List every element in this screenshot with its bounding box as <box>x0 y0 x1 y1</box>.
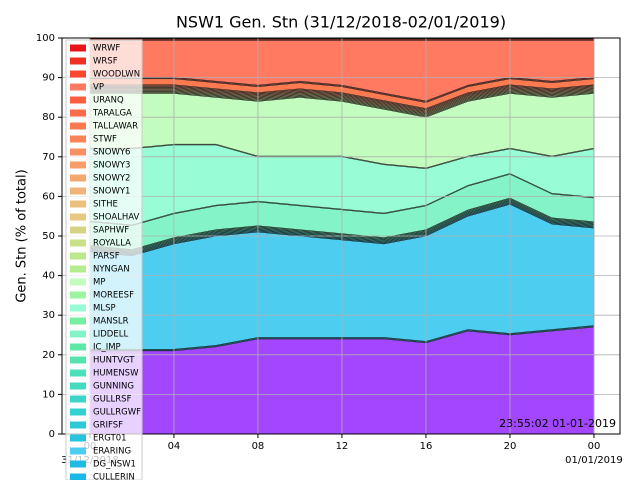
legend-swatch <box>70 135 86 143</box>
y-axis-label: Gen. Stn (% of total) <box>15 169 30 302</box>
legend-label: SNOWY2 <box>93 174 130 184</box>
legend-swatch <box>70 161 86 169</box>
y-tick-label: 50 <box>42 231 55 242</box>
legend-label: NYNGAN <box>93 265 130 275</box>
legend-swatch <box>70 239 86 247</box>
y-tick-label: 20 <box>42 350 55 361</box>
legend-label: ERGT01 <box>93 434 127 444</box>
legend-swatch <box>70 473 86 480</box>
legend-label: GRIFSF <box>93 421 123 431</box>
y-tick-label: 40 <box>42 271 55 282</box>
legend-swatch <box>70 96 86 104</box>
legend-swatch <box>70 408 86 416</box>
legend-swatch <box>70 434 86 442</box>
legend-swatch <box>70 330 86 338</box>
legend-label: MANSLR <box>93 317 129 327</box>
legend-label: TARALGA <box>92 109 132 119</box>
legend-swatch <box>70 447 86 455</box>
legend-swatch <box>70 213 86 221</box>
legend-swatch <box>70 252 86 260</box>
legend-swatch <box>70 278 86 286</box>
legend-label: SITHE <box>93 200 118 210</box>
legend-label: MLSP <box>93 304 116 314</box>
legend-label: SNOWY6 <box>93 148 130 158</box>
legend-label: ERARING <box>93 447 131 457</box>
x-tick-label: 16 <box>420 441 433 452</box>
legend-label: HUNTVGT <box>93 356 135 366</box>
y-tick-label: 70 <box>42 152 55 163</box>
x-tick-label: 20 <box>504 441 517 452</box>
legend-label: WOODLWN <box>93 70 140 80</box>
legend-swatch <box>70 57 86 65</box>
timestamp: 23:55:02 01-01-2019 <box>499 417 616 430</box>
date-label: 01/01/2019 <box>565 455 623 466</box>
legend-swatch <box>70 83 86 91</box>
legend-label: LIDDELL <box>93 330 128 340</box>
chart-title: NSW1 Gen. Stn (31/12/2018-02/01/2019) <box>176 13 506 32</box>
legend-swatch <box>70 460 86 468</box>
legend-swatch <box>70 70 86 78</box>
legend-label: WRWF <box>93 44 120 54</box>
legend-label: WRSF <box>93 57 118 67</box>
legend-label: URANQ <box>93 96 124 106</box>
legend-swatch <box>70 187 86 195</box>
y-tick-label: 0 <box>49 429 55 440</box>
legend-label: MOREESF <box>93 291 134 301</box>
legend-label: GULLRSF <box>93 395 132 405</box>
y-tick-label: 30 <box>42 310 55 321</box>
x-tick-label: 12 <box>336 441 349 452</box>
legend-swatch <box>70 343 86 351</box>
legend-swatch <box>70 122 86 130</box>
x-tick-label: 08 <box>252 441 265 452</box>
y-tick-label: 90 <box>42 73 55 84</box>
x-tick-label: 00 <box>588 441 601 452</box>
legend-swatch <box>70 304 86 312</box>
legend-label: GULLRGWF <box>93 408 141 418</box>
y-tick-label: 10 <box>42 389 55 400</box>
legend-label: HUMENSW <box>93 369 139 379</box>
legend-swatch <box>70 109 86 117</box>
legend-label: VP <box>93 83 104 93</box>
legend-swatch <box>70 317 86 325</box>
legend-label: STWF <box>93 135 117 145</box>
legend-label: DG_NSW1 <box>93 460 136 470</box>
legend-label: GUNNING <box>93 382 134 392</box>
legend: WRWF WRSF WOODLWN VP URANQ TARALGA TALLAWAR STW… <box>65 39 143 480</box>
legend-label: SNOWY1 <box>93 187 130 197</box>
y-tick-label: 80 <box>42 112 55 123</box>
legend-label: ROYALLA <box>93 239 131 249</box>
legend-swatch <box>70 369 86 377</box>
legend-swatch <box>70 421 86 429</box>
legend-swatch <box>70 174 86 182</box>
legend-swatch <box>70 200 86 208</box>
legend-label: SNOWY3 <box>93 161 130 171</box>
legend-swatch <box>70 44 86 52</box>
legend-label: MP <box>93 278 105 288</box>
legend-label: PARSF <box>93 252 120 262</box>
legend-swatch <box>70 356 86 364</box>
y-tick-label: 60 <box>42 191 55 202</box>
legend-swatch <box>70 395 86 403</box>
legend-swatch <box>70 382 86 390</box>
legend-swatch <box>70 265 86 273</box>
legend-swatch <box>70 226 86 234</box>
legend-swatch <box>70 291 86 299</box>
legend-label: SHOALHAV <box>93 213 140 223</box>
legend-label: CULLERIN <box>93 473 135 480</box>
legend-label: SAPHWF <box>93 226 129 236</box>
legend-label: IC_IMP <box>93 343 121 353</box>
y-tick-label: 100 <box>36 33 55 44</box>
x-tick-label: 04 <box>168 441 181 452</box>
legend-label: TALLAWAR <box>92 122 138 132</box>
legend-swatch <box>70 148 86 156</box>
